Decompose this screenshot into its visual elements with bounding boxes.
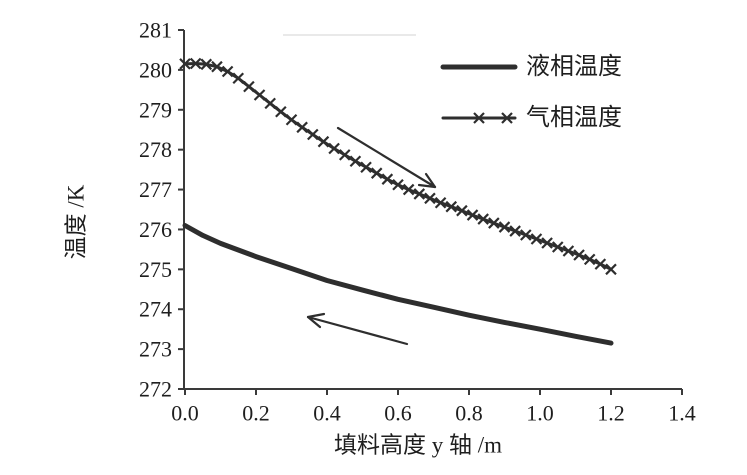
y-tick-label: 275 — [139, 257, 172, 282]
gas-marker — [317, 135, 330, 148]
x-axis-label: 填料高度 y 轴 /m — [334, 433, 502, 458]
y-tick-label: 277 — [139, 177, 172, 202]
gas-marker — [413, 188, 426, 200]
gas-marker — [424, 192, 436, 205]
gas-marker — [328, 142, 340, 155]
x-tick-label: 0.4 — [313, 401, 341, 426]
gas-marker — [594, 258, 607, 270]
gas-marker — [360, 161, 372, 173]
gas-marker — [307, 128, 319, 141]
gas-marker — [285, 113, 298, 126]
y-tick-label: 279 — [139, 97, 172, 122]
gas-marker — [243, 80, 255, 93]
y-tick-label: 272 — [139, 377, 172, 402]
legend-label-gas: 气相温度 — [526, 104, 622, 131]
gas-marker — [434, 196, 447, 209]
ticks: 272 273 274 275 276 277 278 279 280 281 0.0 0.2 0.4 0… — [139, 18, 696, 426]
x-tick-label: 1.0 — [526, 401, 554, 426]
gas-marker — [456, 204, 468, 217]
gas-marker — [562, 245, 575, 257]
x-tick-label: 1.2 — [597, 401, 625, 426]
gas-marker — [179, 58, 191, 70]
gas-marker — [477, 213, 489, 225]
gas-marker — [605, 263, 617, 276]
gas-marker — [370, 167, 383, 179]
x-tick-label: 0.8 — [455, 401, 483, 426]
axes — [183, 30, 682, 390]
y-tick-label: 278 — [139, 137, 172, 162]
gas-marker — [275, 105, 287, 118]
x-tick-label: 1.4 — [668, 401, 696, 426]
gas-marker — [232, 72, 245, 85]
gas-marker — [253, 89, 266, 101]
x-tick-label: 0.2 — [242, 401, 270, 426]
gas-marker — [583, 253, 596, 266]
gas-marker — [402, 183, 415, 196]
gas-marker — [381, 173, 394, 185]
gas-marker — [338, 149, 351, 161]
gas-marker — [498, 221, 511, 233]
y-tick-label: 273 — [139, 337, 172, 362]
gas-marker — [189, 57, 202, 70]
annotation-arrow-down-right — [336, 126, 437, 189]
gas-marker — [488, 217, 500, 229]
gas-marker — [221, 65, 234, 78]
legend: 液相温度 气相温度 — [440, 53, 622, 131]
x-tick-label: 0.0 — [171, 401, 199, 426]
legend-label-liquid: 液相温度 — [526, 53, 622, 80]
y-axis-label: 温度 /K — [64, 184, 89, 259]
gas-marker — [264, 97, 276, 110]
y-tick-label: 276 — [139, 217, 172, 242]
gas-marker — [296, 121, 308, 134]
gas-marker — [200, 58, 213, 71]
gas-marker — [466, 209, 479, 221]
gas-markers — [179, 57, 617, 276]
gas-marker — [551, 241, 564, 253]
series-layer — [179, 57, 617, 346]
annotation-arrow-up-left — [306, 312, 409, 346]
y-tick-label: 280 — [139, 57, 172, 82]
gas-marker — [541, 237, 553, 249]
y-tick-label: 281 — [139, 18, 172, 43]
gas-marker — [392, 178, 404, 191]
gas-marker — [573, 249, 585, 261]
gas-marker — [520, 229, 532, 241]
liquid-series-line — [182, 223, 614, 346]
gas-series-line — [183, 62, 613, 271]
x-tick-label: 0.6 — [384, 401, 412, 426]
gas-marker — [349, 155, 362, 168]
legend-marker-gas — [473, 112, 513, 124]
y-tick-label: 274 — [139, 297, 172, 322]
gas-marker — [211, 60, 223, 73]
gas-marker — [509, 225, 521, 237]
gas-marker — [530, 233, 543, 245]
gas-marker — [445, 200, 458, 213]
